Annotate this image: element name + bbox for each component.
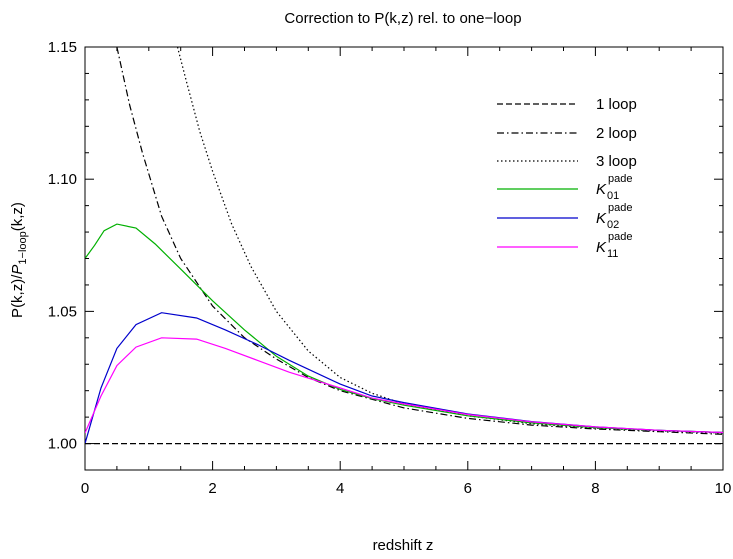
chart-title: Correction to P(k,z) rel. to one−loop [284,10,521,27]
y-tick-label: 1.05 [48,303,77,320]
y-tick-label: 1.10 [48,171,77,188]
legend-label-sub: 11 [607,248,618,260]
x-tick-label: 10 [715,480,732,497]
x-tick-label: 2 [208,480,216,497]
plot-area: 0 2 4 6 8 101.001.051.101.15 [48,39,732,497]
legend-label: K [596,210,607,227]
series-line-k01 [85,223,723,434]
series-line-2-loop [116,47,723,435]
legend-label-sup: pade [608,202,632,214]
x-tick-label: 0 [81,480,89,497]
legend-label-sub: 01 [607,190,619,202]
x-tick-label: 4 [336,480,344,497]
x-axis-label: redshift z [373,537,434,554]
y-axis-label-tail: (k,z) [9,202,26,231]
series-line-k02 [85,312,723,444]
y-tick-label: 1.00 [48,436,77,453]
y-axis-label-p: P [9,265,26,275]
series-layer [85,47,723,445]
legend-label: 1 loop [596,96,637,113]
ticks-layer: 0 2 4 6 8 101.001.051.101.15 [48,39,732,497]
legend-label: 2 loop [596,125,637,142]
x-tick-label: 8 [591,480,599,497]
legend-label: K [596,181,607,198]
y-axis-label: P(k,z)/P1−loop(k,z) [9,202,29,318]
legend-label: 3 loop [596,153,637,170]
series-line-3-loop [176,47,723,434]
legend-label-sup: pade [608,173,632,185]
y-tick-label: 1.15 [48,39,77,56]
legend-label: K [596,239,607,256]
y-axis-label-numerator: P(k,z)/ [9,274,26,318]
svg-text:P(k,z)/P1−loop(k,z): P(k,z)/P1−loop(k,z) [9,202,29,318]
legend-label-sub: 02 [607,219,619,231]
x-tick-label: 6 [464,480,472,497]
series-line-k11 [85,337,723,434]
y-axis-label-sub: 1−loop [17,231,29,264]
legend-label-sup: pade [608,231,632,243]
